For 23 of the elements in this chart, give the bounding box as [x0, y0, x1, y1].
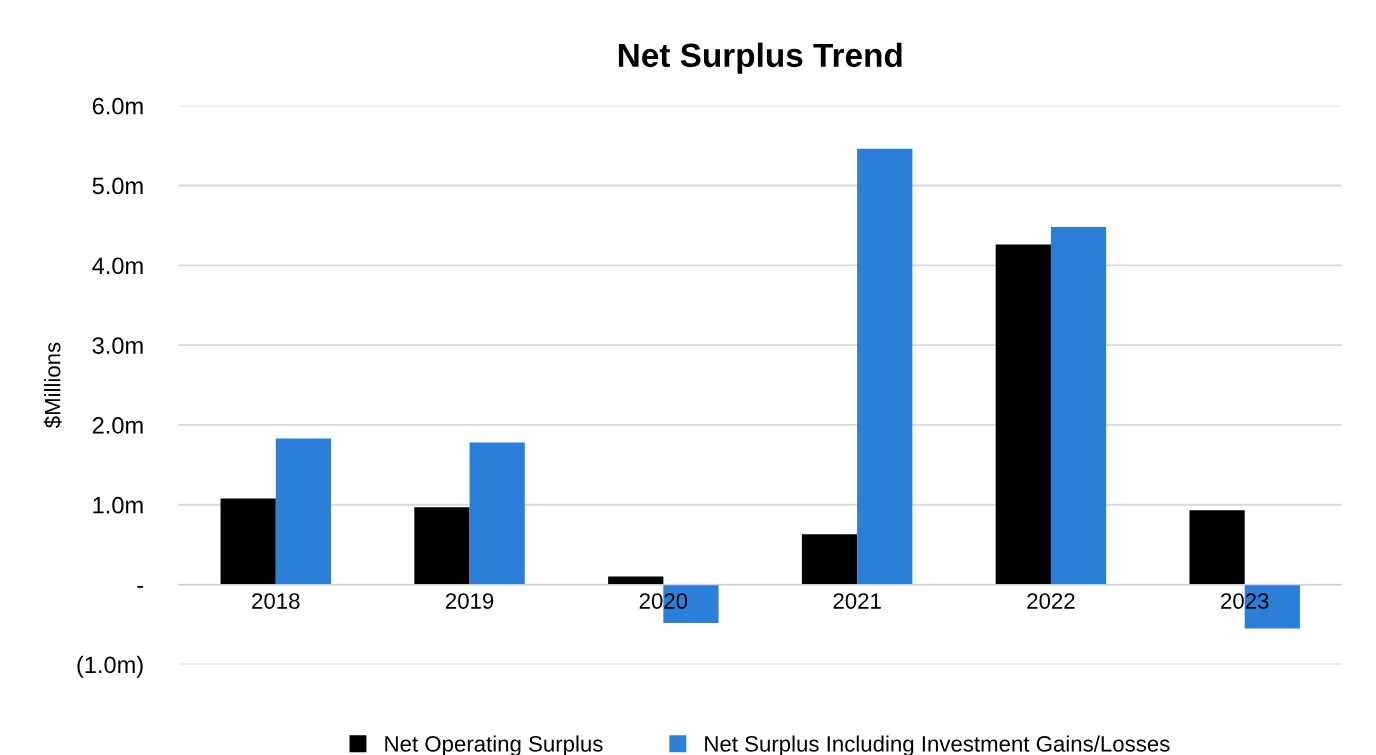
bar — [995, 244, 1051, 585]
y-tick-label: 4.0m — [92, 257, 143, 275]
x-tick-label: 2021 — [833, 593, 881, 609]
y-tick-label: 1.0m — [93, 496, 143, 514]
x-tick-label: 2022 — [1027, 593, 1075, 609]
x-tick-label: 2018 — [252, 593, 300, 609]
y-tick-label: 3.0m — [92, 337, 143, 354]
bar — [275, 438, 331, 585]
y-tick-label: 6.0m — [92, 97, 143, 115]
bar — [1189, 510, 1245, 585]
y-tick-label: (1.0m) — [77, 655, 143, 678]
chart-title: Net Surplus Trend — [618, 42, 902, 74]
y-tick-label: 5.0m — [92, 177, 143, 195]
bar — [220, 498, 276, 585]
bar — [414, 507, 470, 585]
y-tick-label: 2.0m — [92, 417, 143, 434]
bar — [801, 534, 858, 585]
bar — [1050, 227, 1107, 585]
x-tick-label: 2019 — [445, 593, 494, 609]
bar — [469, 442, 525, 585]
bar — [857, 148, 913, 585]
y-tick-label: - — [137, 585, 144, 588]
y-axis-title: $Millions — [43, 342, 62, 429]
